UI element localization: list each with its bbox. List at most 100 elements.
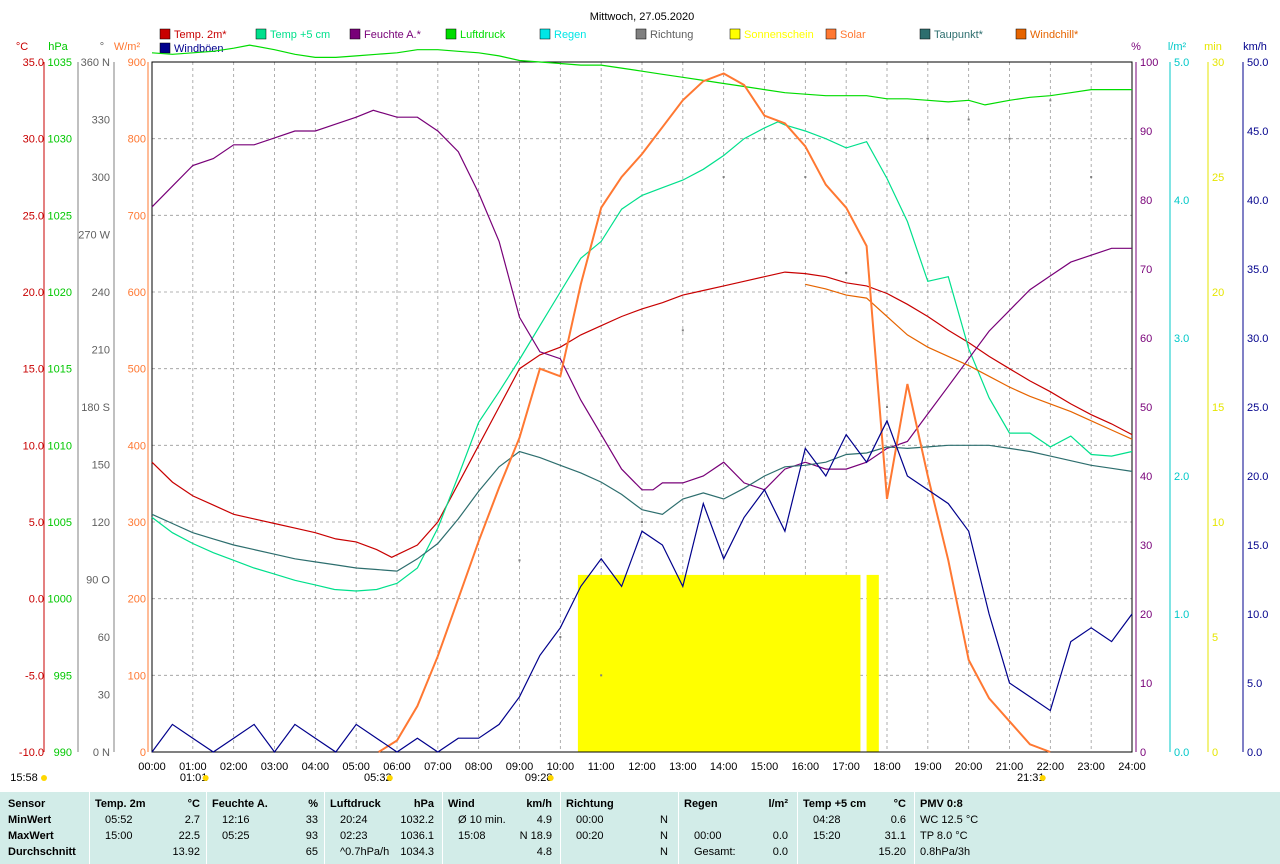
legend-label: Feuchte A.* (364, 29, 422, 41)
legend-swatch (825, 28, 837, 40)
table-time: 04:28 (813, 814, 841, 826)
axis-tick-label: 30 (1212, 57, 1224, 69)
weather-chart: Mittwoch, 27.05.2020 Temp. 2m* Temp +5 cm… (10, 11, 1269, 784)
direction-point (1049, 99, 1052, 102)
axis-tick-label: 1000 (48, 594, 72, 606)
sunshine-band (866, 574, 879, 752)
axis-tick-label: 150 (92, 460, 110, 472)
axis-tick-label: 5 (1212, 632, 1218, 644)
axis-tick-label: 10.0 (1247, 609, 1268, 621)
table-value: N (660, 830, 668, 842)
axis-tick-label: 0 N (93, 747, 110, 759)
axis-tick-label: 800 (128, 134, 146, 146)
axis-tick-label: 0 (1212, 747, 1218, 759)
sun-marker (386, 775, 393, 781)
legend-swatch (729, 28, 741, 40)
axis-tick-label: 40.0 (1247, 195, 1268, 207)
axis-tick-label: 40 (1140, 471, 1152, 483)
legend-swatch (1015, 28, 1027, 40)
axis-tick-label: 200 (128, 594, 146, 606)
x-tick-label: 00:00 (138, 761, 166, 773)
axis-tick-label: 1.0 (1174, 609, 1189, 621)
axes: °C 35.0 30.0 25.0 20.0 15.0 10.0 5.0 0.0 -5.0 -10.… (16, 41, 1269, 759)
axis-tick-label: 1015 (48, 364, 72, 376)
axis-unit: km/h (1243, 41, 1267, 53)
x-tick-label: 20:00 (955, 761, 983, 773)
axis-tick-label: 60 (1140, 333, 1152, 345)
axis-tick-label: 1005 (48, 517, 72, 529)
x-tick-label: 12:00 (628, 761, 656, 773)
axis-tick-label: 2.0 (1174, 471, 1189, 483)
axis-unit: % (1131, 41, 1141, 53)
axis-tick-label: 20.0 (1247, 471, 1268, 483)
table-header: Sensor (8, 798, 46, 810)
table-value: N (660, 814, 668, 826)
axis-unit: W/m² (114, 41, 141, 53)
axis-tick-label: 90 O (86, 575, 110, 587)
x-tick-label: 14:00 (710, 761, 738, 773)
chart-title: Mittwoch, 27.05.2020 (590, 11, 695, 23)
series-line (151, 419, 1133, 754)
x-tick-label: 15:00 (751, 761, 779, 773)
axis-tick-label: 995 (54, 670, 72, 682)
table-row-label: 0.8hPa/3h (920, 846, 971, 858)
table-time: ^0.7hPa/h (340, 846, 390, 858)
axis-tick-label: 500 (128, 364, 146, 376)
table-separator (442, 792, 443, 864)
table-time: 15:00 (105, 830, 133, 842)
axis-tick-label: 80 (1140, 195, 1152, 207)
series-group (151, 44, 1133, 754)
x-tick-label: 05:00 (342, 761, 370, 773)
series-line (378, 72, 1051, 753)
direction-point (559, 636, 562, 638)
x-tick-label: 01:00 (179, 761, 207, 773)
table-time: Ø 10 min. (458, 814, 506, 826)
legend-label: Richtung (650, 29, 693, 41)
table-value: 2.7 (184, 814, 200, 826)
axis-tick-label: 1025 (48, 210, 72, 222)
legend-swatch (159, 42, 171, 54)
axis-tick-label: -5.0 (25, 670, 44, 682)
axis-tick-label: 20.0 (23, 287, 44, 299)
x-tick-label: 24:00 (1118, 761, 1146, 773)
x-tick-label: 21:00 (996, 761, 1024, 773)
axis-tick-label: 1020 (48, 287, 72, 299)
sun-marker (41, 775, 47, 781)
legend: Temp. 2m* Temp +5 cm Feuchte A.* Luftdruck R… (159, 28, 1079, 55)
table-value: 93 (305, 830, 318, 842)
legend-swatch (635, 28, 647, 40)
table-value: 31.1 (884, 830, 906, 842)
marker-time: 01:01 (180, 772, 208, 784)
table-time: 12:16 (222, 814, 250, 826)
grid (151, 61, 1133, 753)
series-line (151, 44, 1132, 106)
table-separator (678, 792, 679, 864)
legend-label: Regen (554, 29, 586, 41)
x-tick-label: 16:00 (792, 761, 820, 773)
marker-time: 09:28 (525, 772, 553, 784)
direction-point (1090, 176, 1093, 178)
x-tick-label: 11:00 (588, 761, 615, 773)
x-tick-label: 02:00 (220, 761, 248, 773)
x-tick-labels: 00:00 01:00 02:00 03:00 04:00 05:00 06:00 07:00… (138, 761, 1146, 773)
legend-swatch (445, 28, 457, 40)
axis-tick-label: 20 (1212, 287, 1224, 299)
x-tick-label: 10:00 (547, 761, 575, 773)
table-separator (206, 792, 207, 864)
marker-time: 21:31 (1017, 772, 1045, 784)
axis-tick-label: 25 (1212, 172, 1224, 184)
table-header: PMV 0:8 (920, 798, 963, 810)
table-row-label: TP 8.0 °C (920, 830, 968, 842)
table-unit: l/m² (768, 798, 788, 810)
x-tick-label: 08:00 (465, 761, 493, 773)
table-unit: °C (893, 798, 906, 810)
sun-marker (547, 775, 554, 781)
legend-label: Solar (840, 29, 866, 41)
table-unit: hPa (413, 798, 434, 810)
table-value: 4.9 (536, 814, 552, 826)
table-row-label: WC 12.5 °C (920, 814, 979, 826)
axis-tick-label: 180 S (81, 402, 110, 414)
direction-point (845, 271, 848, 274)
axis-tick-label: 300 (92, 172, 110, 184)
table-header: Wind (448, 798, 475, 810)
